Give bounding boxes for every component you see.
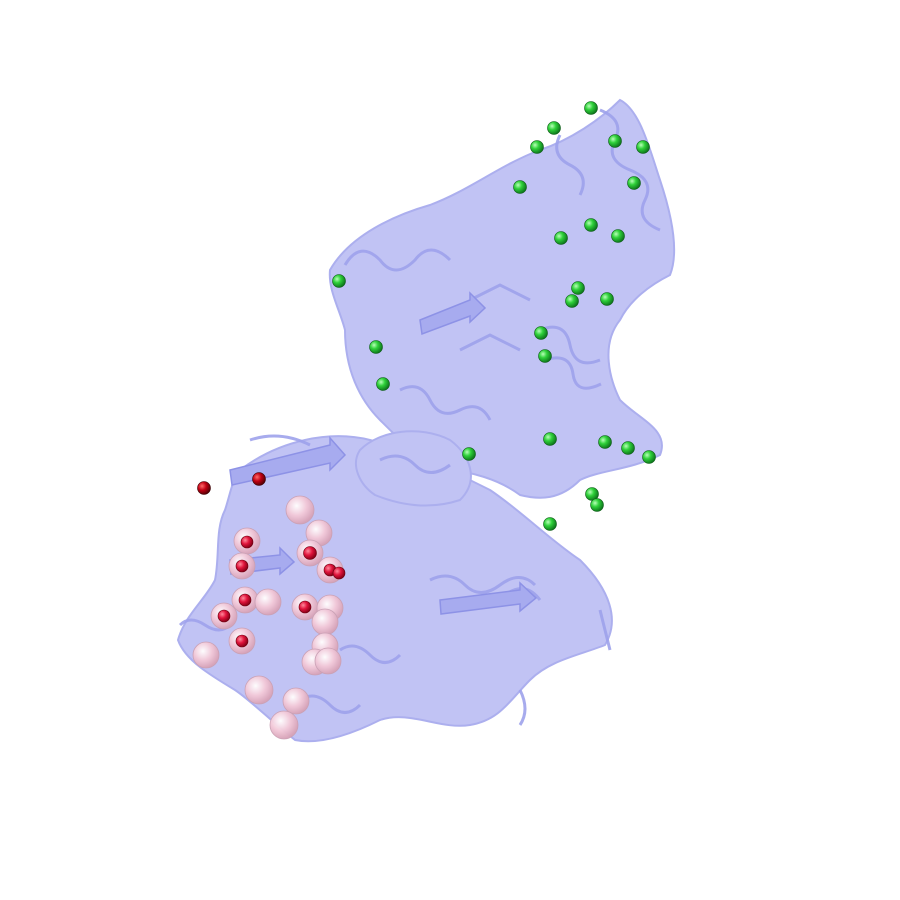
pink-sphere (269, 710, 299, 740)
pink-sphere (282, 687, 310, 715)
green-sphere (513, 180, 527, 194)
green-sphere (462, 447, 476, 461)
green-sphere (571, 281, 585, 295)
green-sphere (538, 349, 552, 363)
red-sphere (217, 609, 231, 623)
red-sphere-group (217, 535, 346, 648)
protein-cartoon (176, 98, 676, 743)
pink-sphere (311, 608, 339, 636)
pink-sphere (285, 495, 315, 525)
red-sphere (332, 566, 346, 580)
green-sphere (543, 432, 557, 446)
dark-red-sphere-group (197, 472, 266, 495)
green-sphere (543, 517, 557, 531)
green-sphere (530, 140, 544, 154)
green-sphere-group (332, 101, 656, 531)
green-sphere (554, 231, 568, 245)
pink-sphere (244, 675, 274, 705)
green-sphere (636, 140, 650, 154)
green-sphere (598, 435, 612, 449)
pink-sphere-group (192, 495, 344, 740)
green-sphere (332, 274, 346, 288)
green-sphere (608, 134, 622, 148)
green-sphere (621, 441, 635, 455)
ribbon-details (178, 108, 661, 726)
green-sphere (584, 218, 598, 232)
green-sphere (642, 450, 656, 464)
green-sphere (590, 498, 604, 512)
red-sphere (298, 600, 312, 614)
green-sphere (600, 292, 614, 306)
red-sphere (235, 559, 249, 573)
red-sphere (235, 634, 249, 648)
pink-sphere (254, 588, 282, 616)
green-sphere (627, 176, 641, 190)
green-sphere (584, 101, 598, 115)
green-sphere (547, 121, 561, 135)
dark-red-sphere (197, 481, 211, 495)
red-sphere (303, 546, 317, 560)
green-sphere (534, 326, 548, 340)
green-sphere (369, 340, 383, 354)
green-sphere (376, 377, 390, 391)
green-sphere (611, 229, 625, 243)
red-sphere (240, 535, 254, 549)
pink-sphere (314, 647, 342, 675)
green-sphere (565, 294, 579, 308)
red-sphere (238, 593, 252, 607)
pink-sphere (192, 641, 220, 669)
dark-red-sphere (252, 472, 266, 486)
